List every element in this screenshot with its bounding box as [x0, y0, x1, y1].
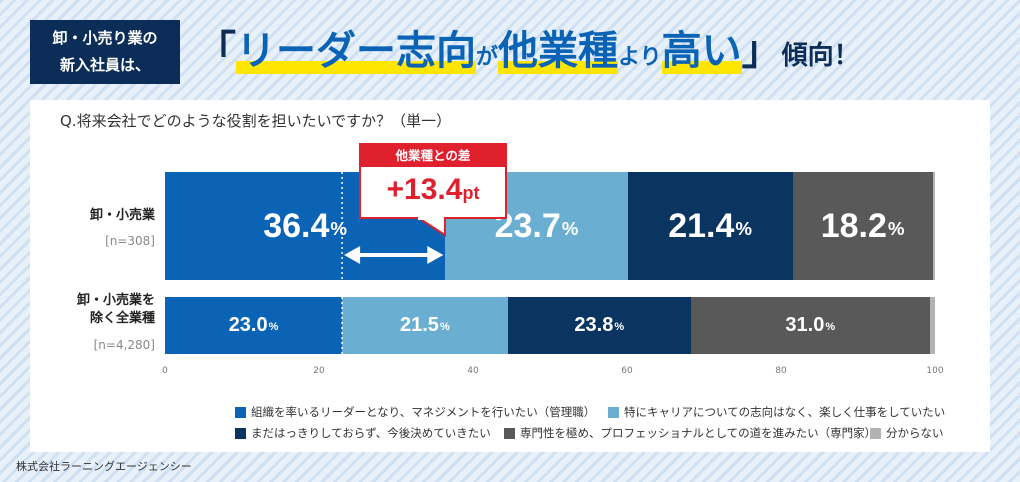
segment-value-label: 21.4 — [668, 206, 735, 245]
row-n-others: [n=4,280] — [93, 338, 155, 352]
x-tick-label: 80 — [775, 366, 787, 376]
legend-swatch-leader — [235, 406, 246, 418]
legend-label-unknown: 分からない — [886, 426, 944, 440]
legend-item-unknown: 分からない — [870, 425, 944, 441]
x-tick-label: 0 — [162, 366, 168, 376]
headline-other: 他業種 — [498, 28, 619, 74]
row-label-others-line1: 卸・小売業を — [76, 293, 155, 308]
headline-particle-ga: が — [476, 45, 499, 70]
legend-swatch-expert — [504, 427, 515, 439]
headline-close-bracket: 」 — [741, 28, 782, 74]
bar-segment: 18.2% — [792, 172, 933, 280]
difference-callout: 他業種との差 +13.4pt — [359, 143, 507, 219]
bar-segment: 23.8% — [507, 297, 691, 354]
segment-value-label: 23.0 — [228, 314, 268, 336]
segment-value-label: 23.8 — [574, 314, 614, 336]
segment-value-unit: % — [825, 321, 836, 334]
legend-item-undecided: まだはっきりしておらず、今後決めていきたい — [235, 425, 491, 441]
header-badge: 卸・小売り業の 新入社員は、 — [30, 20, 180, 84]
legend-label-leader: 組織を率いるリーダーとなり、マネジメントを行いたい（管理職） — [251, 405, 596, 419]
legend-swatch-no-preference — [608, 406, 619, 418]
callout-value: +13.4pt — [361, 167, 505, 216]
header-badge-line1: 卸・小売り業の — [52, 29, 158, 47]
bar-segment — [932, 172, 935, 280]
segment-value-unit: % — [735, 217, 753, 239]
x-tick-label: 20 — [313, 366, 325, 376]
row-label-retail-line1: 卸・小売業 — [89, 208, 155, 223]
x-tick-label: 100 — [926, 366, 944, 376]
callout-pointer — [415, 217, 446, 237]
headline-particle-yori: より — [618, 45, 662, 70]
headline-tail: 傾向！ — [781, 41, 860, 71]
segment-value-label: 18.2 — [820, 206, 887, 245]
bar-segment: 23.7% — [445, 172, 628, 280]
footer-credit: 株式会社ラーニングエージェンシー — [16, 460, 192, 473]
legend-label-undecided: まだはっきりしておらず、今後決めていきたい — [251, 426, 491, 440]
row-label-retail: 卸・小売業 — [40, 204, 155, 223]
bar-others: 23.0% 21.5% 23.8% 31.0% — [165, 297, 935, 354]
callout-unit: pt — [462, 183, 480, 203]
bar-segment — [929, 297, 935, 354]
legend-item-no-preference: 特にキャリアについての志向はなく、楽しく仕事をしていたい — [608, 404, 945, 420]
bar-retail: 36.4% 23.7% 21.4% 18.2% — [165, 172, 935, 280]
segment-value-unit: % — [887, 217, 905, 239]
legend-swatch-unknown — [870, 427, 881, 439]
x-tick-label: 40 — [467, 366, 479, 376]
segment-value-unit: % — [439, 321, 450, 334]
bar-segment: 21.5% — [342, 297, 508, 354]
bar-segment: 31.0% — [690, 297, 930, 354]
segment-value-unit: % — [561, 217, 579, 239]
chart-panel: Q.将来会社でどのような役割を担いたいですか？（単一） 卸・小売業 [n=308… — [30, 100, 990, 452]
callout-title: 他業種との差 — [361, 145, 505, 167]
question-text: Q.将来会社でどのような役割を担いたいですか？（単一） — [60, 112, 452, 130]
headline-open-bracket: 「 — [196, 28, 236, 74]
segment-value-label: 21.5 — [400, 314, 439, 336]
segment-value-unit: % — [268, 321, 279, 334]
segment-value-label: 36.4 — [263, 206, 330, 245]
row-label-others: 卸・小売業を 除く全業種 — [40, 292, 155, 328]
bar-segment: 23.0% — [165, 297, 343, 354]
legend-label-expert: 専門性を極め、プロフェッショナルとしての道を進みたい（専門家） — [520, 426, 877, 440]
headline-high: 高い — [661, 28, 742, 74]
segment-value-label: 31.0 — [785, 314, 825, 336]
row-label-others-line2: 除く全業種 — [89, 311, 155, 326]
legend-item-expert: 専門性を極め、プロフェッショナルとしての道を進みたい（専門家） — [504, 425, 876, 441]
callout-number: +13.4 — [386, 173, 463, 206]
segment-value-unit: % — [330, 217, 348, 239]
headline: 「リーダー志向が他業種より高い」傾向！ — [196, 26, 860, 83]
segment-value-unit: % — [614, 321, 625, 334]
header-badge-line2: 新入社員は、 — [59, 56, 150, 74]
headline-leader: リーダー志向 — [236, 28, 476, 74]
x-tick-label: 60 — [621, 366, 633, 376]
legend-label-no-preference: 特にキャリアについての志向はなく、楽しく仕事をしていたい — [624, 405, 946, 419]
legend-item-leader: 組織を率いるリーダーとなり、マネジメントを行いたい（管理職） — [235, 404, 595, 420]
row-n-retail: [n=308] — [105, 234, 155, 248]
legend-swatch-undecided — [235, 427, 246, 439]
bar-segment: 21.4% — [627, 172, 793, 280]
